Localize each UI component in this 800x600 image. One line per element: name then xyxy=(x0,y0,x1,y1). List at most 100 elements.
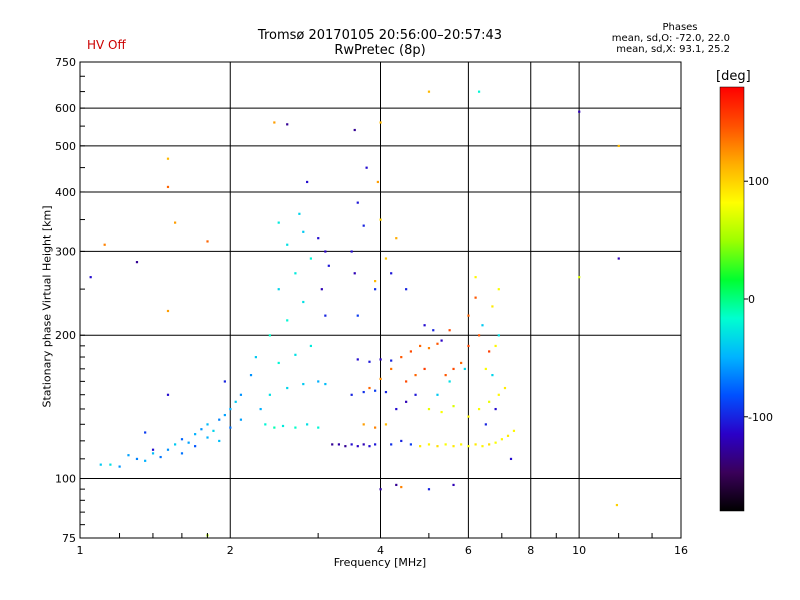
data-point xyxy=(180,438,184,441)
data-point xyxy=(368,445,371,448)
data-point xyxy=(467,314,470,317)
data-point xyxy=(127,454,130,457)
data-point xyxy=(159,455,162,459)
data-point xyxy=(427,90,431,93)
data-point xyxy=(419,445,422,448)
data-point xyxy=(384,390,388,394)
hv-status-label: HV Off xyxy=(87,38,126,52)
phase-heading: Phases xyxy=(662,22,698,33)
data-point xyxy=(109,463,112,466)
data-point xyxy=(294,353,297,356)
x-tick-label: 16 xyxy=(674,544,688,557)
data-point xyxy=(309,344,312,348)
data-point xyxy=(286,386,289,390)
data-point xyxy=(384,257,388,260)
data-point xyxy=(218,439,221,443)
data-point xyxy=(194,445,197,448)
y-tick-label: 600 xyxy=(55,102,76,115)
data-point xyxy=(384,423,388,426)
data-point xyxy=(395,237,398,240)
grid-lines xyxy=(80,62,681,538)
data-point xyxy=(474,276,477,279)
data-point xyxy=(578,276,581,279)
plot-frame xyxy=(79,61,682,539)
data-point xyxy=(324,250,327,253)
data-point xyxy=(578,110,581,113)
data-point xyxy=(166,157,170,160)
data-point xyxy=(277,288,280,291)
data-point xyxy=(324,382,327,386)
data-point xyxy=(135,457,139,461)
chart-title-line1: Tromsø 20170105 20:56:00–20:57:43 xyxy=(257,28,503,43)
y-tick-label: 300 xyxy=(55,245,76,258)
data-point xyxy=(463,367,466,371)
data-point xyxy=(135,261,139,264)
data-point xyxy=(286,123,289,126)
data-point xyxy=(467,415,470,418)
data-point xyxy=(273,426,276,429)
data-point xyxy=(187,441,190,444)
data-point xyxy=(166,309,170,313)
data-point xyxy=(306,423,309,426)
data-point xyxy=(414,393,417,396)
data-point xyxy=(368,360,371,363)
data-point xyxy=(617,257,620,260)
data-point xyxy=(259,407,262,411)
data-point xyxy=(206,423,209,426)
data-point xyxy=(497,393,500,396)
data-point xyxy=(268,334,271,337)
data-point xyxy=(286,243,289,246)
data-point xyxy=(353,128,356,132)
data-point xyxy=(481,324,484,327)
data-point xyxy=(362,224,365,227)
data-point xyxy=(277,221,280,224)
data-point xyxy=(144,431,147,434)
phase-line-o: mean, sd,O: -72.0, 22.0 xyxy=(611,33,730,44)
data-point xyxy=(374,280,377,283)
data-points xyxy=(89,90,620,537)
data-point xyxy=(432,329,435,332)
data-point xyxy=(374,443,377,446)
data-point xyxy=(302,382,305,386)
data-point xyxy=(239,393,243,396)
data-point xyxy=(223,380,226,383)
data-point xyxy=(151,452,155,455)
data-point xyxy=(452,405,455,408)
data-point xyxy=(419,344,422,348)
data-point xyxy=(405,380,408,383)
data-point xyxy=(317,237,320,240)
data-point xyxy=(395,483,398,487)
data-point xyxy=(277,361,280,365)
data-point xyxy=(212,429,215,432)
data-point xyxy=(427,488,431,491)
data-point xyxy=(350,443,353,446)
x-ticks: 1 2 4 6 8 10 16 xyxy=(77,533,688,557)
data-point xyxy=(494,441,497,444)
x-tick-label: 1 xyxy=(77,544,84,557)
data-point xyxy=(488,443,491,446)
data-point xyxy=(302,230,305,233)
data-point xyxy=(317,380,320,383)
data-point xyxy=(395,407,398,411)
y-tick-label: 75 xyxy=(62,532,76,545)
data-point xyxy=(166,448,170,451)
data-point xyxy=(166,185,170,189)
data-point xyxy=(390,443,393,446)
data-point xyxy=(229,426,232,429)
data-point xyxy=(390,367,393,371)
data-point xyxy=(405,400,408,403)
data-point xyxy=(180,452,184,455)
data-point xyxy=(477,407,481,411)
y-tick-label: 750 xyxy=(55,56,76,69)
data-point xyxy=(362,390,365,394)
data-point xyxy=(362,443,365,446)
data-point xyxy=(239,418,243,421)
x-axis-label: Frequency [MHz] xyxy=(333,556,427,569)
data-point xyxy=(444,443,447,446)
data-point xyxy=(436,445,439,448)
data-point xyxy=(249,374,253,377)
data-point xyxy=(427,407,431,411)
data-point xyxy=(405,288,408,291)
data-point xyxy=(376,180,379,184)
